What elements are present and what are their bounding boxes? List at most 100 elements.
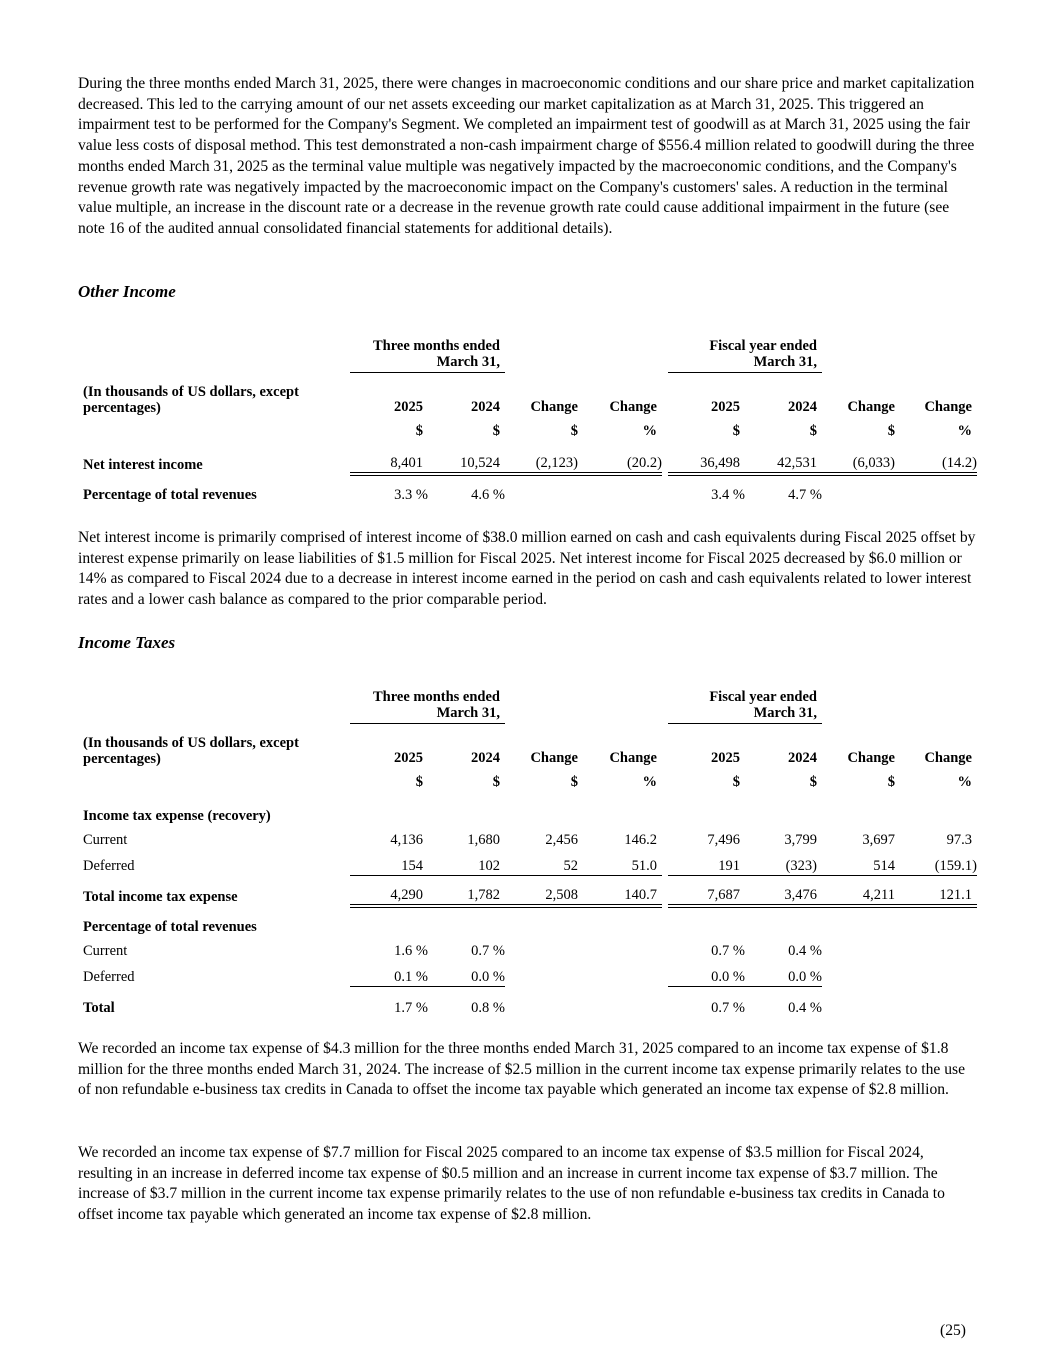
income-taxes-paragraph-1: We recorded an income tax expense of $4.… xyxy=(78,1040,966,1099)
cell: (14.2) xyxy=(900,440,977,476)
row-label: Current xyxy=(83,832,128,848)
unit-cell: $ xyxy=(492,423,500,439)
unit-cell: $ xyxy=(809,774,817,790)
cell: 0.0 % xyxy=(668,960,745,987)
group-header: Fiscal year ended March 31, xyxy=(668,685,822,724)
row-label: Deferred xyxy=(83,858,135,874)
cell: 1,680 xyxy=(467,832,500,848)
cell: 3,476 xyxy=(745,875,822,908)
unit-cell: $ xyxy=(492,774,500,790)
row-label: Percentage of total revenues xyxy=(83,487,257,503)
table-row: Current 1.6 % 0.7 % 0.7 % 0.4 % xyxy=(78,936,977,960)
table-row: Current 4,136 1,680 2,456 146.2 7,496 3,… xyxy=(78,825,977,849)
table-row: Percentage of total revenues 3.3 % 4.6 %… xyxy=(78,474,977,504)
page-number: (25) xyxy=(940,1322,966,1339)
cell: 1.7 % xyxy=(394,1000,428,1016)
section-label: Percentage of total revenues xyxy=(83,919,257,935)
cell: (20.2) xyxy=(583,440,662,476)
cell: 52 xyxy=(505,849,583,876)
cell: 7,496 xyxy=(707,832,740,848)
unit-cell: $ xyxy=(887,423,895,439)
cell: 8,401 xyxy=(350,440,428,476)
unit-cell: $ xyxy=(809,423,817,439)
column-header: 2024 xyxy=(471,750,500,766)
group-header: Fiscal year ended March 31, xyxy=(668,334,822,373)
cell: 1.6 % xyxy=(394,943,428,959)
column-header: 2025 xyxy=(394,750,423,766)
other-income-paragraph: Net interest income is primarily compris… xyxy=(78,529,976,609)
column-header: 2024 xyxy=(788,399,817,415)
unit-cell: $ xyxy=(415,774,423,790)
cell: 4,290 xyxy=(350,875,428,908)
cell: 10,524 xyxy=(428,440,505,476)
cell: 42,531 xyxy=(745,440,822,476)
cell: 0.8 % xyxy=(471,1000,505,1016)
cell: 0.7 % xyxy=(711,1000,745,1016)
cell: 140.7 xyxy=(583,875,662,908)
column-header: Change xyxy=(924,750,972,766)
table-row: Total 1.7 % 0.8 % 0.7 % 0.4 % xyxy=(78,986,977,1017)
unit-cell: % xyxy=(642,423,658,439)
column-header: Change xyxy=(530,750,578,766)
unit-cell: $ xyxy=(570,774,578,790)
column-header: 2025 xyxy=(711,750,740,766)
unit-cell: $ xyxy=(732,774,740,790)
cell: (159.1) xyxy=(900,849,977,876)
column-header: Change xyxy=(924,399,972,415)
row-label: Current xyxy=(83,943,128,959)
column-header: Change xyxy=(847,399,895,415)
table-row: Deferred 0.1 % 0.0 % 0.0 % 0.0 % xyxy=(78,960,977,987)
unit-cell: % xyxy=(957,774,973,790)
cell: 7,687 xyxy=(668,875,745,908)
other-income-heading: Other Income xyxy=(78,282,176,301)
cell: 2,508 xyxy=(505,875,583,908)
section-label: Income tax expense (recovery) xyxy=(83,808,271,824)
cell: 0.0 % xyxy=(745,960,822,987)
cell: 0.1 % xyxy=(350,960,428,987)
cell: 97.3 xyxy=(946,832,972,848)
table-row: Net interest income 8,401 10,524 (2,123)… xyxy=(78,440,977,476)
column-header: Change xyxy=(847,750,895,766)
cell: 0.7 % xyxy=(711,943,745,959)
row-label: Deferred xyxy=(83,969,135,985)
cell: (2,123) xyxy=(505,440,583,476)
cell: 51.0 xyxy=(583,849,662,876)
cell: 0.4 % xyxy=(788,1000,822,1016)
cell: 3.4 % xyxy=(711,487,745,503)
unit-cell: $ xyxy=(887,774,895,790)
unit-cell: $ xyxy=(570,423,578,439)
income-taxes-paragraph-2: We recorded an income tax expense of $7.… xyxy=(78,1144,945,1224)
cell: 0.4 % xyxy=(788,943,822,959)
intro-paragraph: During the three months ended March 31, … xyxy=(78,75,975,237)
income-taxes-table: Three months ended March 31, Fiscal year … xyxy=(78,685,977,1017)
cell: 4.7 % xyxy=(788,487,822,503)
cell: 514 xyxy=(822,849,900,876)
cell: (6,033) xyxy=(822,440,900,476)
cell: 3,697 xyxy=(862,832,895,848)
column-header: Change xyxy=(530,399,578,415)
cell: 4,136 xyxy=(390,832,423,848)
cell: 0.7 % xyxy=(471,943,505,959)
units-label: (In thousands of US dollars, except perc… xyxy=(83,384,299,416)
income-taxes-heading: Income Taxes xyxy=(78,633,176,652)
cell: 4,211 xyxy=(822,875,900,908)
cell: 3,799 xyxy=(784,832,817,848)
row-label: Total xyxy=(83,1000,115,1016)
cell: 1,782 xyxy=(428,875,505,908)
cell: 2,456 xyxy=(545,832,578,848)
other-income-table: Three months ended March 31, Fiscal year … xyxy=(78,334,977,504)
unit-cell: $ xyxy=(415,423,423,439)
cell: (323) xyxy=(745,849,822,876)
cell: 36,498 xyxy=(668,440,745,476)
cell: 3.3 % xyxy=(394,487,428,503)
unit-cell: $ xyxy=(732,423,740,439)
column-header: 2024 xyxy=(471,399,500,415)
cell: 4.6 % xyxy=(471,487,505,503)
cell: 0.0 % xyxy=(428,960,505,987)
row-label: Total income tax expense xyxy=(83,889,238,905)
cell: 121.1 xyxy=(900,875,977,908)
table-row: Total income tax expense 4,290 1,782 2,5… xyxy=(78,875,977,908)
column-header: Change xyxy=(609,399,657,415)
group-header: Three months ended March 31, xyxy=(350,334,505,373)
